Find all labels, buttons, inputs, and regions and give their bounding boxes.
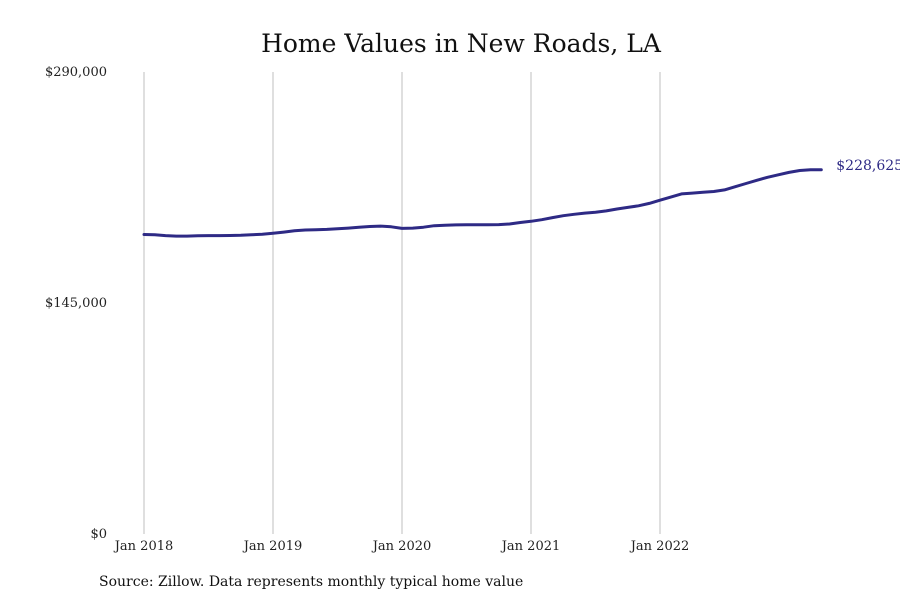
- x-tick-label: Jan 2020: [371, 539, 432, 554]
- x-tick-label: Jan 2022: [629, 539, 690, 554]
- y-tick-label: $145,000: [45, 296, 107, 311]
- x-tick-label: Jan 2019: [242, 539, 303, 554]
- y-tick-label: $0: [90, 527, 107, 542]
- x-axis-tick-labels: Jan 2018 Jan 2019 Jan 2020 Jan 2021 Jan 2022: [113, 539, 690, 554]
- last-value-label: $228,625: [836, 158, 900, 174]
- x-tick-label: Jan 2018: [113, 539, 174, 554]
- vertical-gridlines: [143, 72, 661, 534]
- source-note: Source: Zillow. Data represents monthly …: [99, 574, 523, 590]
- chart-title: Home Values in New Roads, LA: [261, 29, 662, 58]
- x-tick-label: Jan 2021: [500, 539, 561, 554]
- y-tick-label: $290,000: [45, 65, 107, 80]
- y-axis-tick-labels: $0 $145,000 $290,000: [45, 65, 107, 542]
- home-value-series-line: [142, 168, 823, 238]
